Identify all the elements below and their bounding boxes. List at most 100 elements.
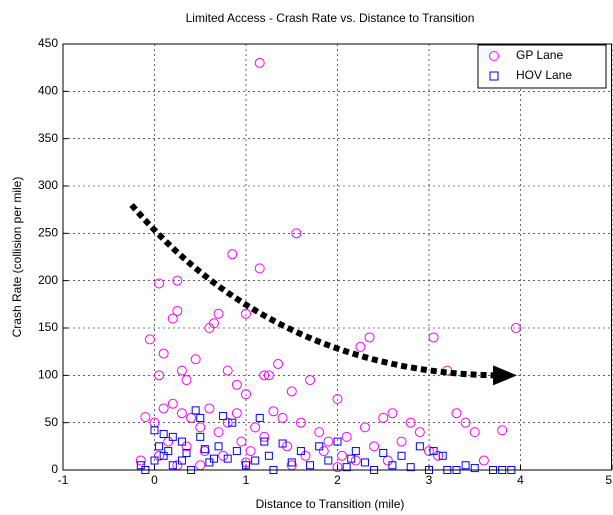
hov-point bbox=[461, 461, 470, 470]
gp-point bbox=[451, 408, 462, 419]
y-tick-label: 200 bbox=[38, 273, 58, 287]
gp-point bbox=[277, 412, 288, 423]
legend-label: GP Lane bbox=[516, 48, 563, 62]
gp-point bbox=[158, 403, 169, 414]
gp-point bbox=[332, 394, 343, 404]
hov-point bbox=[200, 445, 209, 454]
hov-point bbox=[242, 461, 250, 470]
gp-point bbox=[282, 441, 293, 452]
chart-title: Limited Access - Crash Rate vs. Distance… bbox=[186, 11, 475, 25]
gp-point bbox=[259, 431, 270, 442]
gp-point bbox=[318, 446, 329, 457]
gp-point bbox=[231, 408, 242, 419]
hov-point bbox=[406, 463, 415, 472]
gp-point bbox=[433, 450, 444, 461]
hov-point bbox=[264, 451, 273, 460]
hov-point bbox=[164, 447, 173, 456]
gp-point bbox=[305, 375, 316, 386]
plot-area bbox=[63, 44, 612, 470]
gp-point bbox=[382, 455, 393, 466]
hov-point bbox=[315, 442, 324, 451]
gp-point bbox=[241, 308, 251, 319]
hov-point bbox=[278, 439, 287, 448]
hov-point bbox=[351, 447, 360, 456]
hov-point bbox=[196, 432, 205, 441]
gp-point bbox=[181, 375, 192, 386]
gp-point bbox=[172, 305, 183, 316]
x-axis-label: Distance to Transition (mile) bbox=[256, 497, 405, 511]
gp-point bbox=[314, 427, 325, 438]
gp-point bbox=[291, 228, 302, 239]
gp-point bbox=[208, 318, 219, 329]
gp-point bbox=[154, 450, 165, 461]
y-tick-label: 50 bbox=[45, 415, 59, 429]
arrow-head bbox=[493, 365, 518, 386]
hov-point bbox=[168, 461, 177, 470]
gp-point bbox=[154, 370, 165, 381]
hov-point bbox=[155, 442, 164, 451]
gp-point bbox=[405, 417, 416, 428]
gp-point bbox=[167, 398, 178, 409]
gp-point bbox=[222, 417, 233, 428]
y-tick-label: 100 bbox=[38, 368, 58, 382]
legend-label: HOV Lane bbox=[516, 68, 572, 82]
gp-point bbox=[263, 370, 274, 381]
y-tick-label: 350 bbox=[38, 131, 58, 145]
gp-point bbox=[186, 412, 197, 423]
y-tick-label: 150 bbox=[38, 320, 58, 334]
hov-point bbox=[168, 432, 177, 441]
hov-point bbox=[470, 464, 479, 473]
hov-point bbox=[182, 448, 191, 457]
gp-point bbox=[241, 389, 251, 400]
gp-point bbox=[460, 417, 471, 428]
hov-point bbox=[209, 454, 218, 463]
gp-point bbox=[341, 431, 352, 442]
gp-point bbox=[195, 422, 206, 433]
trend-arrow bbox=[129, 202, 494, 379]
gp-point bbox=[154, 278, 165, 289]
gp-point bbox=[268, 406, 279, 417]
gp-point bbox=[158, 348, 169, 359]
x-tick-label: 1 bbox=[243, 473, 250, 487]
y-tick-label: 250 bbox=[38, 226, 58, 240]
y-axis-label: Crash Rate (collision per mile) bbox=[10, 177, 24, 338]
hov-point bbox=[150, 426, 159, 435]
gp-point bbox=[213, 427, 224, 438]
gp-point bbox=[295, 417, 306, 428]
legend-marker bbox=[489, 51, 499, 61]
gp-point bbox=[241, 457, 251, 468]
gp-point bbox=[199, 446, 210, 457]
gp-point bbox=[245, 446, 256, 457]
gp-point bbox=[359, 422, 370, 433]
gp-point bbox=[355, 341, 366, 352]
y-tick-label: 400 bbox=[38, 84, 58, 98]
gp-point bbox=[227, 249, 238, 260]
gp-point bbox=[218, 450, 229, 461]
gp-point bbox=[332, 462, 343, 473]
gp-point bbox=[364, 332, 375, 343]
legend-marker bbox=[489, 71, 499, 81]
gp-point bbox=[231, 379, 242, 390]
hov-point bbox=[228, 418, 237, 427]
x-tick-label: 4 bbox=[517, 473, 524, 487]
hov-point bbox=[255, 413, 264, 422]
gp-point bbox=[176, 408, 187, 419]
hov-point bbox=[232, 447, 241, 456]
y-tick-label: 450 bbox=[38, 36, 58, 50]
gp-point bbox=[250, 422, 261, 433]
gp-point bbox=[135, 455, 146, 466]
hov-point bbox=[219, 412, 228, 421]
hov-point bbox=[360, 458, 369, 467]
gp-point bbox=[273, 358, 284, 369]
gp-point bbox=[181, 441, 192, 452]
hov-point bbox=[379, 448, 388, 457]
x-tick-label: 0 bbox=[151, 473, 158, 487]
hov-point bbox=[196, 413, 205, 422]
gp-point bbox=[478, 455, 489, 466]
hov-point bbox=[159, 430, 168, 439]
hov-point bbox=[251, 456, 260, 465]
x-tick-label: 3 bbox=[426, 473, 433, 487]
hov-point bbox=[347, 454, 356, 463]
gp-point bbox=[144, 334, 155, 345]
